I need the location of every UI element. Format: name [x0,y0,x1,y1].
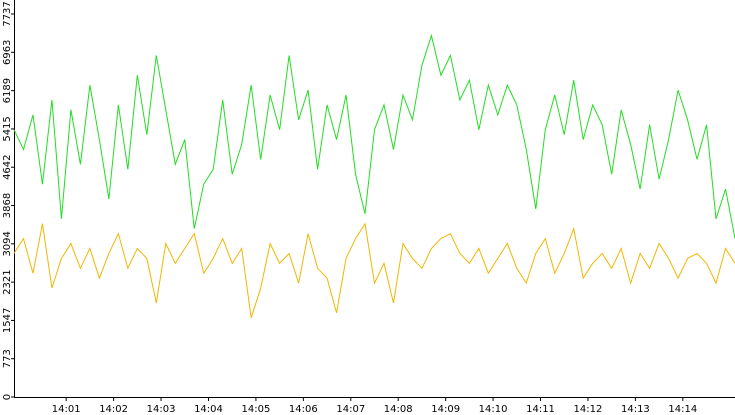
series-line [13,222,735,318]
y-tick-label: 7737 [2,1,13,26]
x-tick-label: 14:13 [621,404,650,415]
x-tick-label: 14:01 [52,404,81,415]
y-tick-label: 1547 [2,308,13,333]
y-tick-label: 6963 [2,40,13,65]
y-tick-label: 4642 [2,154,13,179]
y-tick-label: 5415 [2,116,13,141]
x-tick-label: 14:09 [431,404,460,415]
x-tick-label: 14:03 [147,404,176,415]
series-line [13,33,735,239]
x-tick-label: 14:02 [99,404,128,415]
x-tick-label: 14:08 [384,404,413,415]
x-tick-label: 14:14 [668,404,697,415]
x-tick-label: 14:12 [574,404,603,415]
y-tick-label: 3094 [2,231,13,256]
y-tick-label: 0 [2,394,13,400]
y-tick-label: 773 [2,349,13,368]
y-tick-label: 6189 [2,78,13,103]
x-tick-label: 14:07 [336,404,365,415]
x-tick-label: 14:06 [289,404,318,415]
y-tick-label: 3868 [2,193,13,218]
x-tick-label: 14:04 [194,404,223,415]
x-tick-label: 14:11 [526,404,555,415]
y-tick-label: 2321 [2,269,13,294]
x-tick-label: 14:10 [479,404,508,415]
x-tick-label: 14:05 [242,404,271,415]
